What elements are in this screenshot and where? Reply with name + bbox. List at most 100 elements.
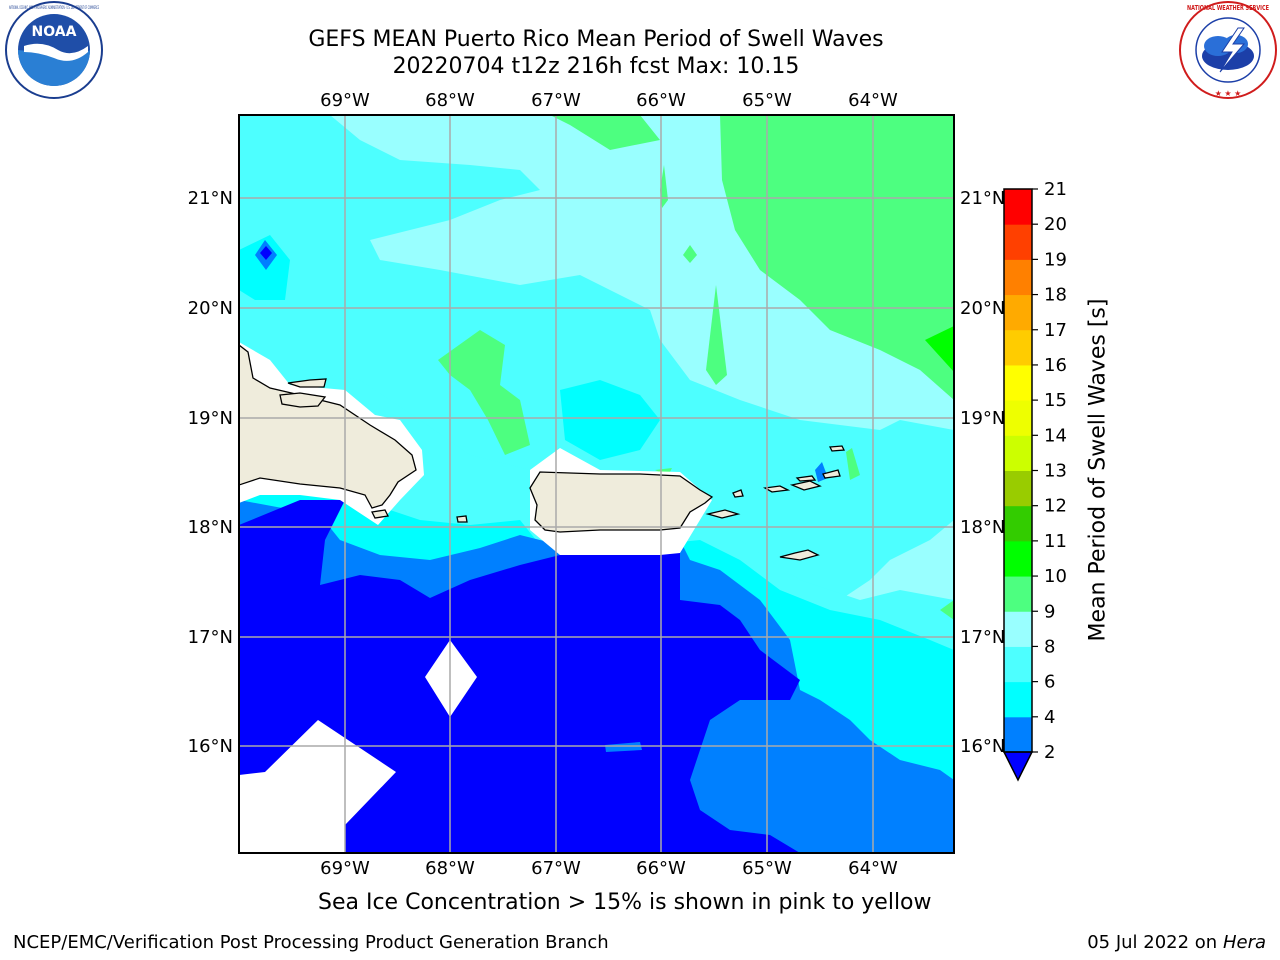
noaa-logo-text: NOAA (32, 24, 77, 40)
lat-label-left: 18°N (188, 517, 233, 538)
colorbar-tick-label: 10 (1044, 566, 1067, 587)
swell-patch-9-10-mid (438, 330, 530, 455)
nws-ring-text: NATIONAL WEATHER SERVICE (1187, 4, 1269, 12)
colorbar-tick-label: 17 (1044, 320, 1067, 341)
lat-label-right: 21°N (960, 188, 1005, 209)
swell-patch-9-10-d (683, 245, 697, 263)
lat-label-left: 19°N (188, 408, 233, 429)
swell-patch-9-10-c (706, 285, 727, 385)
colorbar-tick-label: 20 (1044, 214, 1067, 235)
colorbar-segment (1004, 224, 1032, 260)
lat-label-left: 17°N (188, 627, 233, 648)
lat-label-left: 20°N (188, 298, 233, 319)
colorbar-segment (1004, 505, 1032, 542)
land-tortola (795, 475, 817, 482)
colorbar-tick-label: 12 (1044, 496, 1067, 517)
sea-ice-note: Sea Ice Concentration > 15% is shown in … (318, 890, 932, 915)
footer-credit: NCEP/EMC/Verification Post Processing Pr… (13, 932, 609, 953)
swell-field-6-8 (239, 115, 954, 605)
land-hispaniola-island (279, 392, 327, 408)
noaa-logo: NOAA NATIONAL OCEANIC AND ATMOSPHERIC AD… (5, 1, 103, 99)
colorbar-tick-label: 21 (1044, 179, 1067, 200)
swell-patch-10-11 (925, 326, 954, 372)
lon-label-bottom: 68°W (425, 858, 475, 879)
footer-date-text: 05 Jul 2022 on (1087, 932, 1218, 953)
swell-patch-2-4-s2 (605, 742, 642, 752)
land-vieques (705, 509, 741, 519)
lat-label-right: 16°N (960, 736, 1005, 757)
colorbar: 2 4 6 8 9 10 11 12 13 14 15 16 17 18 19 20 21 (1002, 179, 1067, 782)
land-saona (371, 509, 389, 519)
land-st-croix (779, 549, 820, 561)
colorbar-label: Mean Period of Swell Waves [s] (1085, 298, 1111, 642)
map-title: GEFS MEAN Puerto Rico Mean Period of Swe… (308, 27, 884, 52)
footer-machine: Hera (1222, 932, 1266, 953)
colorbar-segment (1004, 470, 1032, 507)
colorbar-segment (1004, 540, 1032, 577)
land (239, 344, 846, 561)
lat-label-left: 16°N (188, 736, 233, 757)
nws-logo: NATIONAL WEATHER SERVICE ★ ★ ★ (1179, 1, 1277, 99)
lon-label-top: 64°W (848, 90, 898, 111)
lon-label-bottom: 66°W (636, 858, 686, 879)
colorbar-segment (1004, 646, 1032, 683)
colorbar-segment (1004, 189, 1032, 225)
land-culebra (732, 489, 744, 498)
lon-label-bottom: 69°W (320, 858, 370, 879)
colorbar-tick-label: 2 (1044, 742, 1055, 763)
colorbar-tick-label: 18 (1044, 285, 1067, 306)
lat-label-left: 21°N (188, 188, 233, 209)
colorbar-tick-label: 19 (1044, 249, 1067, 270)
noaa-ring-text: NATIONAL OCEANIC AND ATMOSPHERIC ADMINIS… (9, 5, 99, 11)
footer-date: 05 Jul 2022 on Hera (1087, 932, 1266, 953)
land-tortuga (287, 378, 327, 388)
colorbar-tick-label: 4 (1044, 707, 1055, 728)
mask-south-a (425, 640, 477, 717)
land-st-thomas (763, 485, 791, 493)
lon-label-top: 67°W (531, 90, 581, 111)
colorbar-tick-label: 8 (1044, 636, 1055, 657)
lat-label-right: 18°N (960, 517, 1005, 538)
lon-label-top: 69°W (320, 90, 370, 111)
swell-patch-9-10-f (846, 448, 860, 480)
lon-label-bottom: 67°W (531, 858, 581, 879)
colorbar-segment (1004, 364, 1032, 401)
colorbar-tick-label: 16 (1044, 355, 1067, 376)
lat-label-right: 17°N (960, 627, 1005, 648)
swell-patch-2-4-south (780, 738, 825, 765)
colorbar-tick-label: 13 (1044, 461, 1067, 482)
land-virgin-gorda (822, 469, 841, 479)
swell-patch-0-2-nw (260, 246, 272, 260)
colorbar-segment (1004, 329, 1032, 366)
lat-label-right: 19°N (960, 408, 1005, 429)
colorbar-segment (1004, 681, 1032, 718)
lat-label-right: 20°N (960, 298, 1005, 319)
colorbar-segment (1004, 294, 1032, 331)
map-frame (238, 114, 955, 854)
colorbar-tick-label: 11 (1044, 531, 1067, 552)
colorbar-segment (1004, 716, 1032, 753)
graticule (239, 115, 954, 853)
svg-text:★ ★ ★: ★ ★ ★ (1215, 89, 1242, 98)
lon-label-bottom: 65°W (742, 858, 792, 879)
colorbar-extend-arrow (1002, 751, 1034, 782)
mask-south-b (239, 720, 396, 853)
swell-patch-9-10-g (940, 600, 954, 620)
land-mona (456, 515, 468, 523)
map-area (239, 115, 954, 853)
colorbar-segment (1004, 576, 1032, 612)
lon-label-top: 66°W (636, 90, 686, 111)
colorbar-segment (1004, 435, 1032, 471)
map-subtitle: 20220704 t12z 216h fcst Max: 10.15 (392, 54, 800, 79)
land-anegada (828, 445, 846, 452)
colorbar-segment (1004, 400, 1032, 436)
colorbar-segment (1004, 611, 1032, 647)
land-hispaniola (239, 344, 417, 509)
lon-label-bottom: 64°W (848, 858, 898, 879)
colorbar-tick-label: 6 (1044, 672, 1055, 693)
colorbar-tick-label: 15 (1044, 390, 1067, 411)
colorbar-tick-label: 9 (1044, 601, 1055, 622)
lon-label-top: 65°W (742, 90, 792, 111)
lon-label-top: 68°W (425, 90, 475, 111)
